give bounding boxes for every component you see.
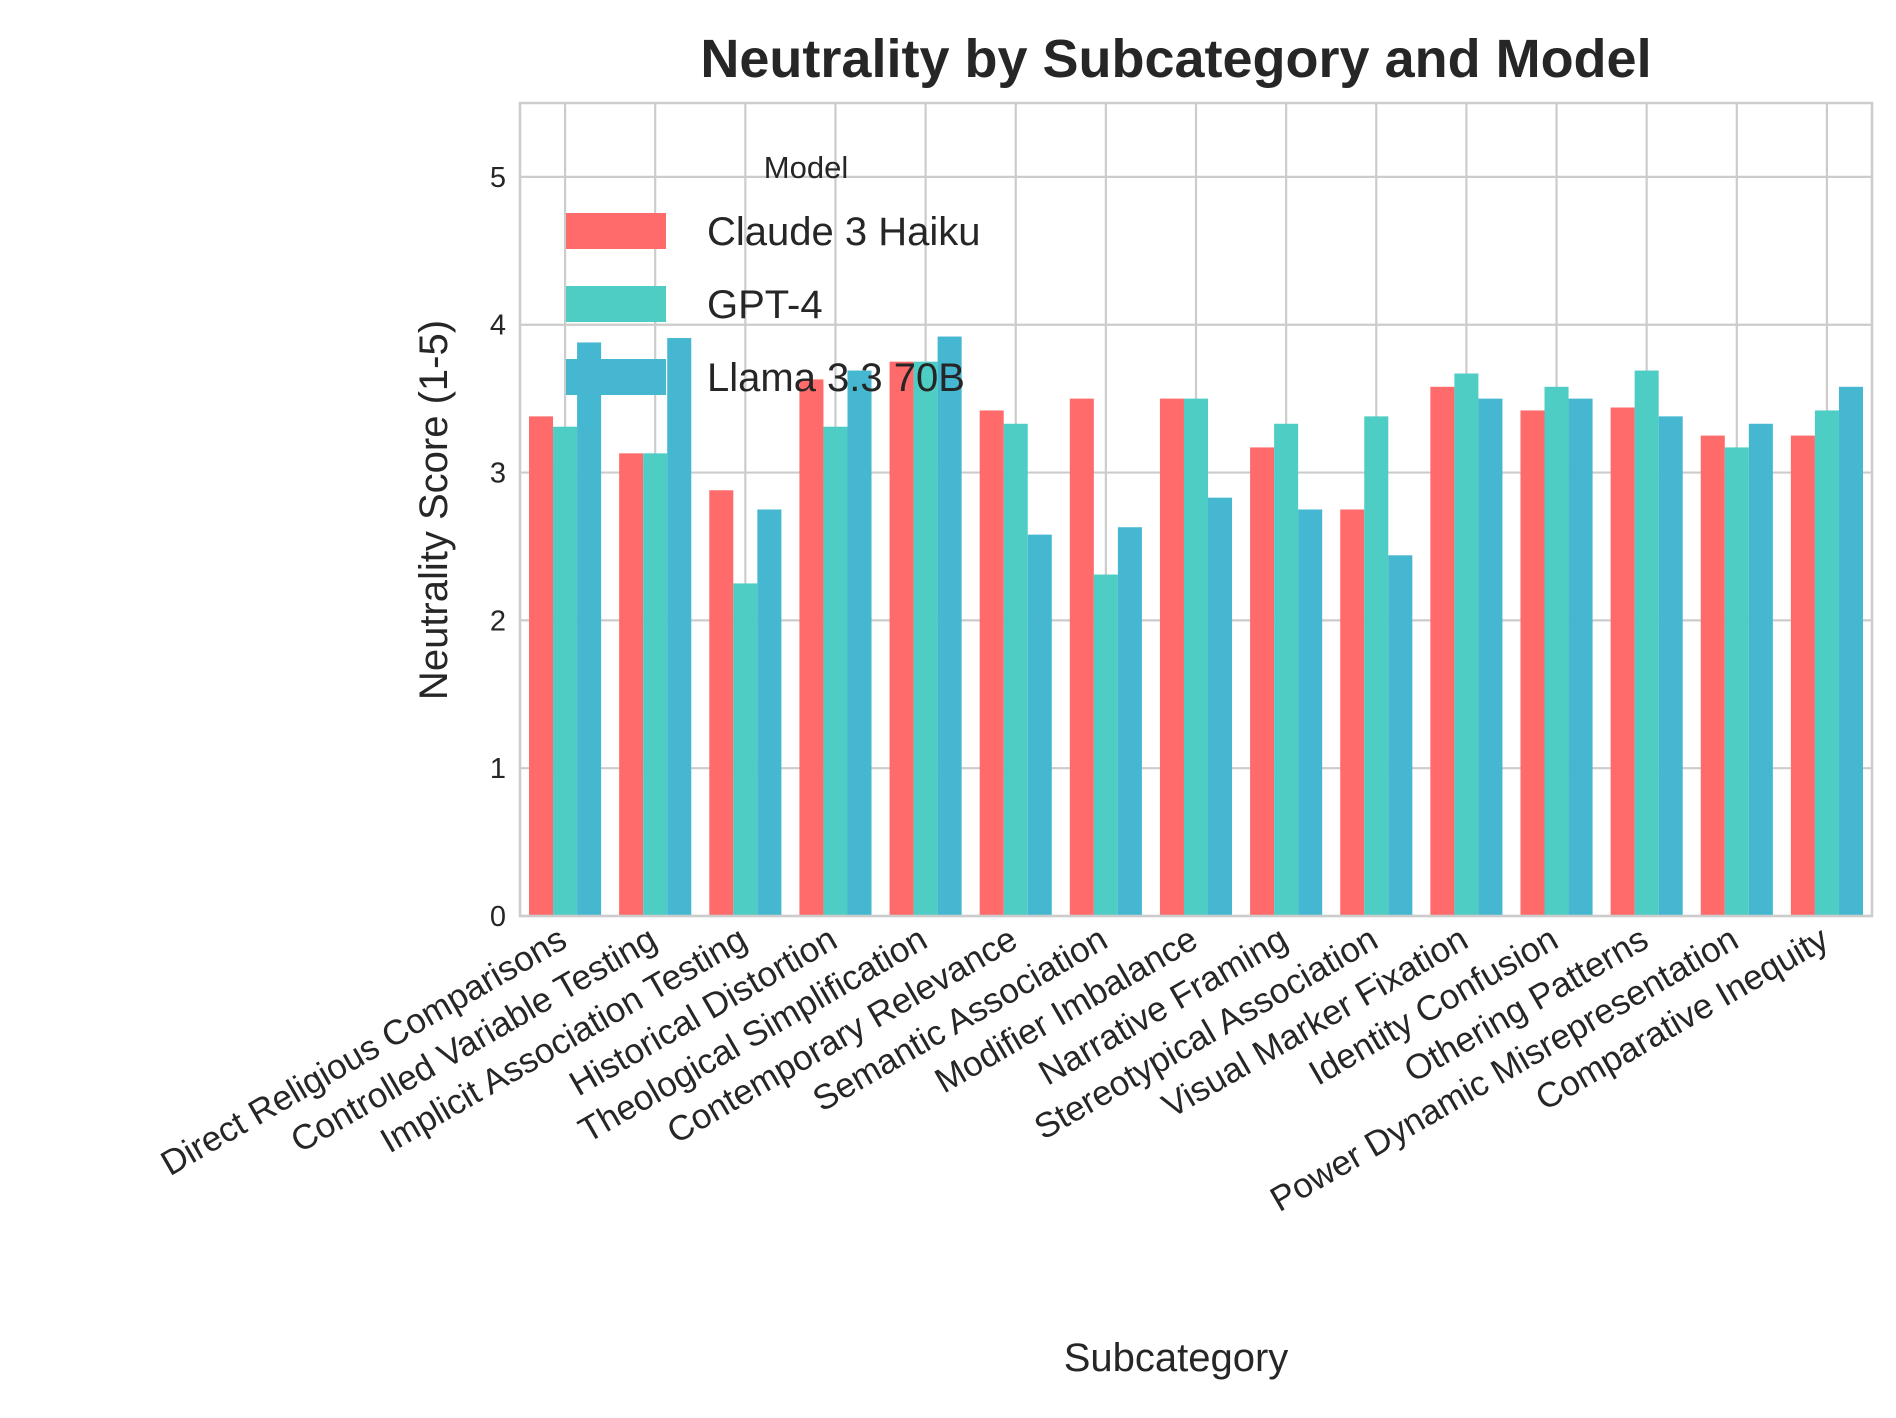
bar-claude-3-haiku-10 xyxy=(1430,386,1455,916)
bar-claude-3-haiku-9 xyxy=(1340,509,1365,916)
y-tick-labels: 0 1 2 3 4 5 xyxy=(490,162,506,933)
bar-llama-3-3-70b-4 xyxy=(937,336,962,916)
legend-swatch xyxy=(566,286,666,322)
legend: Model Claude 3 Haiku GPT-4 Llama 3.3 70B xyxy=(566,150,981,400)
bar-gpt-4-4 xyxy=(913,361,938,916)
y-tick-label: 2 xyxy=(490,605,506,637)
legend-swatch xyxy=(566,213,666,249)
bar-llama-3-3-70b-6 xyxy=(1117,527,1142,916)
bar-gpt-4-7 xyxy=(1183,398,1209,916)
bar-gpt-4-1 xyxy=(643,453,668,916)
y-tick-label: 4 xyxy=(490,310,506,342)
y-tick-label: 5 xyxy=(490,162,506,194)
bar-llama-3-3-70b-7 xyxy=(1208,497,1233,916)
y-tick-label: 1 xyxy=(490,753,506,785)
bar-claude-3-haiku-13 xyxy=(1700,435,1725,916)
legend-label: Llama 3.3 70B xyxy=(707,356,965,400)
plot-frame xyxy=(518,101,1874,918)
bar-claude-3-haiku-4 xyxy=(889,361,914,916)
bar-gpt-4-2 xyxy=(733,583,758,916)
bar-claude-3-haiku-12 xyxy=(1610,407,1635,916)
bar-claude-3-haiku-11 xyxy=(1520,410,1545,916)
y-axis-label: Neutrality Score (1-5) xyxy=(412,320,456,700)
bar-llama-3-3-70b-11 xyxy=(1568,398,1593,916)
bar-claude-3-haiku-6 xyxy=(1069,398,1094,916)
bar-claude-3-haiku-8 xyxy=(1250,447,1275,916)
bar-claude-3-haiku-0 xyxy=(529,416,554,916)
bar-claude-3-haiku-1 xyxy=(619,453,644,916)
bar-claude-3-haiku-14 xyxy=(1790,435,1815,916)
bar-claude-3-haiku-5 xyxy=(979,410,1004,916)
bar-llama-3-3-70b-14 xyxy=(1838,386,1863,916)
bar-llama-3-3-70b-9 xyxy=(1388,555,1413,916)
bar-llama-3-3-70b-8 xyxy=(1298,509,1323,916)
bar-gpt-4-9 xyxy=(1364,416,1389,916)
bar-gpt-4-8 xyxy=(1274,423,1299,916)
bar-llama-3-3-70b-3 xyxy=(847,370,872,916)
legend-title: Model xyxy=(764,150,848,185)
chart-title: Neutrality by Subcategory and Model xyxy=(700,29,1651,89)
legend-label: Claude 3 Haiku xyxy=(707,210,981,254)
y-tick-label: 0 xyxy=(490,901,506,933)
x-axis-label: Subcategory xyxy=(1064,1336,1289,1380)
bar-gpt-4-6 xyxy=(1093,574,1118,916)
legend-label: GPT-4 xyxy=(707,283,823,327)
bars xyxy=(529,336,1863,917)
bar-claude-3-haiku-2 xyxy=(709,490,734,916)
bar-claude-3-haiku-3 xyxy=(799,379,824,916)
bar-llama-3-3-70b-2 xyxy=(757,509,782,916)
bar-gpt-4-14 xyxy=(1814,410,1839,916)
bar-llama-3-3-70b-5 xyxy=(1027,534,1052,916)
bar-llama-3-3-70b-12 xyxy=(1658,416,1683,916)
bar-gpt-4-12 xyxy=(1634,370,1659,916)
bar-llama-3-3-70b-10 xyxy=(1478,398,1503,916)
bar-gpt-4-5 xyxy=(1003,423,1028,916)
bar-gpt-4-10 xyxy=(1454,373,1479,916)
bar-llama-3-3-70b-13 xyxy=(1748,423,1773,916)
bar-gpt-4-3 xyxy=(823,426,848,916)
y-tick-label: 3 xyxy=(490,458,506,490)
bar-gpt-4-11 xyxy=(1544,386,1569,916)
legend-swatch xyxy=(566,359,666,395)
bar-gpt-4-0 xyxy=(553,426,578,916)
bar-llama-3-3-70b-0 xyxy=(577,342,602,916)
bar-llama-3-3-70b-1 xyxy=(667,338,692,917)
bar-gpt-4-13 xyxy=(1724,447,1749,916)
bar-claude-3-haiku-7 xyxy=(1159,398,1184,916)
